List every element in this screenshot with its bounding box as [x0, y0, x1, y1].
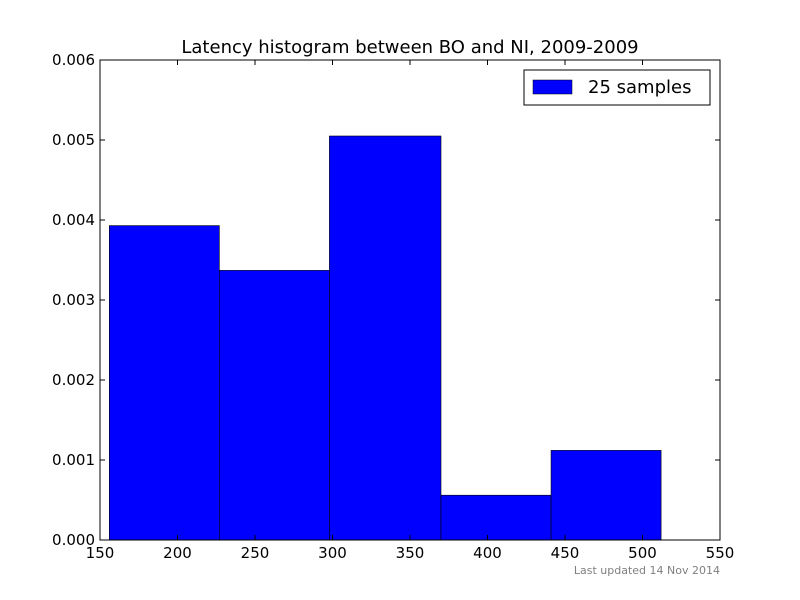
x-tick-label: 400	[473, 544, 502, 562]
y-tick-label: 0.003	[52, 291, 95, 309]
chart-title: Latency histogram between BO and NI, 200…	[181, 37, 638, 58]
y-tick-label: 0.002	[52, 371, 95, 389]
histogram-bar-3	[329, 135, 442, 541]
histogram-bar-1	[109, 225, 220, 541]
histogram-bar-2	[219, 270, 330, 541]
x-tick-label: 550	[706, 544, 735, 562]
x-tick-label: 300	[318, 544, 347, 562]
y-tick-label: 0.001	[52, 451, 95, 469]
axis-ticks: 150 200 250 300 350 400 450 500 550 0.000 0.001 0.0…	[52, 51, 734, 562]
x-tick-label: 250	[241, 544, 270, 562]
histogram-bar-5	[550, 450, 662, 541]
legend-swatch-25-samples	[532, 79, 573, 95]
x-tick-label: 450	[551, 544, 580, 562]
x-tick-label: 150	[86, 544, 115, 562]
last-updated-note: Last updated 14 Nov 2014	[574, 564, 720, 577]
y-tick-label: 0.005	[52, 131, 95, 149]
y-tick-label: 0.000	[52, 531, 95, 549]
x-tick-label: 350	[396, 544, 425, 562]
legend-label: 25 samples	[588, 77, 691, 98]
histogram-bar-4	[440, 494, 552, 541]
histogram-bars	[109, 135, 662, 541]
y-tick-label: 0.006	[52, 51, 95, 69]
legend: 25 samples	[523, 69, 711, 106]
x-tick-label: 500	[628, 544, 657, 562]
x-tick-label: 200	[163, 544, 192, 562]
y-tick-label: 0.004	[52, 211, 95, 229]
